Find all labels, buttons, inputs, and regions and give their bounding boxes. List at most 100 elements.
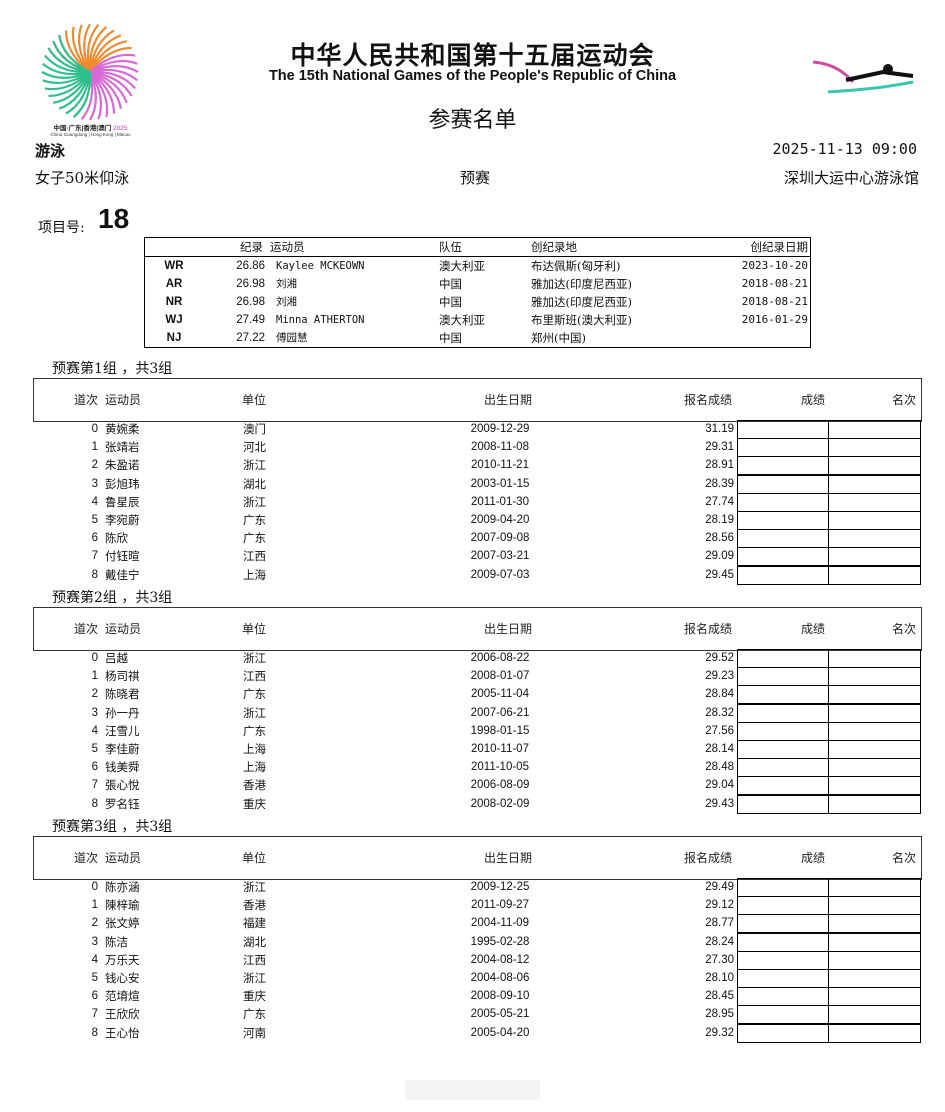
- rank-box[interactable]: [828, 1005, 921, 1025]
- rank-box[interactable]: [828, 547, 921, 567]
- rank-box[interactable]: [828, 438, 921, 458]
- birth-date: 2009-12-25: [470, 881, 530, 893]
- unit-name: 河北: [243, 440, 266, 455]
- record-athlete: Kaylee MCKEOWN: [276, 260, 365, 272]
- rank-box[interactable]: [828, 969, 921, 988]
- result-box[interactable]: [737, 703, 829, 723]
- unit-name: 湖北: [243, 934, 266, 949]
- result-box[interactable]: [737, 1023, 829, 1043]
- rank-box[interactable]: [828, 758, 921, 778]
- result-box[interactable]: [737, 1005, 829, 1025]
- result-box[interactable]: [737, 740, 829, 759]
- athlete-name: 范堉煊: [105, 989, 140, 1004]
- result-box[interactable]: [737, 794, 829, 814]
- record-time: 26.98: [236, 278, 265, 290]
- rank-box[interactable]: [828, 896, 921, 916]
- lane-number: 7: [91, 550, 98, 563]
- result-box[interactable]: [737, 932, 829, 952]
- rank-box[interactable]: [828, 776, 921, 796]
- athlete-row: 1 杨司祺 江西 2008-01-07 29.23: [0, 667, 945, 687]
- rank-box[interactable]: [828, 987, 921, 1007]
- entry-time: 28.19: [705, 514, 734, 526]
- result-box[interactable]: [737, 878, 829, 897]
- result-box[interactable]: [737, 511, 829, 530]
- col-place: 创纪录地: [531, 240, 577, 254]
- entry-time: 28.56: [705, 532, 734, 545]
- rank-box[interactable]: [828, 703, 921, 723]
- group-title: 预赛第2组 ，共3组: [52, 590, 173, 606]
- lane-number: 5: [91, 514, 98, 526]
- result-box[interactable]: [737, 565, 829, 585]
- athlete-row: 8 王心怡 河南 2005-04-20 29.32: [0, 1023, 945, 1043]
- col-athlete: 运动员: [105, 393, 142, 407]
- result-box[interactable]: [737, 438, 829, 458]
- col-unit: 单位: [242, 851, 267, 865]
- result-box[interactable]: [737, 776, 829, 796]
- rank-box[interactable]: [828, 667, 921, 687]
- result-box[interactable]: [737, 685, 829, 705]
- result-box[interactable]: [737, 914, 829, 934]
- result-box[interactable]: [737, 987, 829, 1007]
- result-box[interactable]: [737, 758, 829, 778]
- lane-number: 6: [91, 990, 98, 1003]
- rank-box[interactable]: [828, 420, 921, 439]
- record-date: 2023-10-20: [741, 259, 808, 272]
- event-name: 女子50米仰泳: [35, 169, 130, 187]
- entry-time: 29.49: [705, 881, 734, 893]
- unit-name: 江西: [243, 952, 266, 967]
- result-box[interactable]: [737, 474, 829, 494]
- athlete-row: 5 李佳蔚 上海 2010-11-07 28.14: [0, 740, 945, 759]
- athlete-name: 陈洁: [105, 934, 128, 949]
- athlete-row: 8 罗名钰 重庆 2008-02-09 29.43: [0, 794, 945, 814]
- entry-time: 28.24: [705, 935, 734, 948]
- result-box[interactable]: [737, 950, 829, 970]
- rank-box[interactable]: [828, 740, 921, 759]
- col-result: 成绩: [801, 851, 826, 865]
- athlete-name: 万乐天: [105, 952, 140, 967]
- result-box[interactable]: [737, 649, 829, 668]
- rank-box[interactable]: [828, 474, 921, 494]
- rank-box[interactable]: [828, 685, 921, 705]
- result-box[interactable]: [737, 547, 829, 567]
- result-box[interactable]: [737, 667, 829, 687]
- rank-box[interactable]: [828, 721, 921, 741]
- birth-date: 1995-02-28: [470, 935, 530, 948]
- athlete-row: 8 戴佳宁 上海 2009-07-03 29.45: [0, 565, 945, 585]
- unit-name: 澳门: [243, 422, 266, 436]
- venue: 深圳大运中心游泳馆: [783, 169, 919, 187]
- athlete-name: 王心怡: [105, 1025, 140, 1040]
- datetime: 2025-11-13 09:00: [772, 140, 918, 158]
- record-place: 布达佩斯(匈牙利): [531, 259, 621, 273]
- rank-box[interactable]: [828, 511, 921, 530]
- result-box[interactable]: [737, 420, 829, 439]
- result-box[interactable]: [737, 896, 829, 916]
- rank-box[interactable]: [828, 456, 921, 476]
- unit-name: 广东: [243, 513, 266, 527]
- rank-box[interactable]: [828, 492, 921, 512]
- unit-name: 浙江: [243, 494, 266, 509]
- rank-box[interactable]: [828, 529, 921, 549]
- result-box[interactable]: [737, 969, 829, 988]
- rank-box[interactable]: [828, 565, 921, 585]
- birth-date: 2008-09-10: [470, 990, 530, 1003]
- result-box[interactable]: [737, 456, 829, 476]
- rank-box[interactable]: [828, 878, 921, 897]
- athlete-name: 鲁星辰: [105, 494, 140, 509]
- result-box[interactable]: [737, 721, 829, 741]
- unit-name: 广东: [243, 723, 266, 738]
- unit-name: 浙江: [243, 705, 266, 720]
- rank-box[interactable]: [828, 1023, 921, 1043]
- rank-box[interactable]: [828, 950, 921, 970]
- lane-number: 5: [91, 743, 98, 755]
- rank-box[interactable]: [828, 914, 921, 934]
- result-box[interactable]: [737, 529, 829, 549]
- entry-time: 28.32: [705, 706, 734, 719]
- record-date: 2018-08-21: [741, 295, 808, 308]
- rank-box[interactable]: [828, 794, 921, 814]
- entry-time: 29.23: [705, 670, 734, 683]
- result-box[interactable]: [737, 492, 829, 512]
- rank-box[interactable]: [828, 932, 921, 952]
- entry-time: 28.48: [705, 761, 734, 774]
- rank-box[interactable]: [828, 649, 921, 668]
- lane-number: 6: [91, 532, 98, 545]
